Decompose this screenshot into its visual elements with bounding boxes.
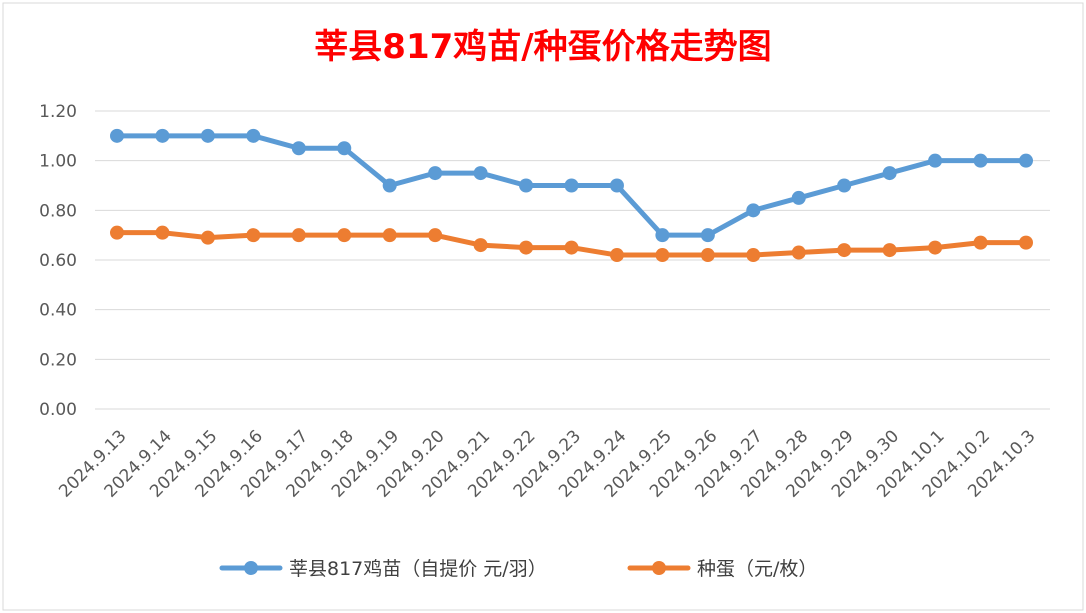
data-point — [337, 228, 352, 243]
y-axis-ticks: 0.00 0.20 0.40 0.60 0.80 1.00 1.20 — [39, 102, 77, 420]
data-point — [928, 153, 943, 168]
data-point — [791, 190, 806, 205]
chart-title: 莘县817鸡苗/种蛋价格走势图 — [314, 27, 771, 67]
data-point — [837, 243, 852, 258]
y-tick-label: 1.00 — [39, 152, 77, 172]
y-tick-label: 0.20 — [39, 350, 77, 370]
legend-swatch-marker — [244, 561, 258, 575]
legend-swatch-marker — [652, 561, 666, 575]
data-point — [382, 228, 397, 243]
y-tick-label: 0.60 — [39, 251, 77, 271]
data-point — [928, 240, 943, 255]
data-point — [746, 203, 761, 218]
data-point — [200, 128, 215, 143]
data-point — [655, 228, 670, 243]
data-point — [473, 166, 488, 181]
data-point — [1019, 153, 1033, 168]
data-point — [973, 153, 988, 168]
data-point — [564, 178, 579, 193]
y-tick-label: 0.00 — [39, 400, 77, 420]
data-point — [564, 240, 579, 255]
data-point — [291, 228, 306, 243]
data-point — [155, 225, 170, 240]
y-tick-label: 1.20 — [39, 102, 77, 122]
data-point — [246, 228, 261, 243]
data-point — [882, 243, 897, 258]
data-point — [382, 178, 397, 193]
data-point — [337, 141, 352, 156]
data-point — [655, 248, 670, 263]
y-tick-label: 0.40 — [39, 301, 77, 321]
data-point — [155, 128, 170, 143]
data-point — [428, 166, 443, 181]
data-point — [700, 248, 715, 263]
data-point — [837, 178, 852, 193]
data-point — [473, 238, 488, 253]
series-0 — [110, 128, 1033, 243]
data-point — [791, 245, 806, 260]
data-point — [519, 178, 534, 193]
data-point — [700, 228, 715, 243]
data-point — [519, 240, 534, 255]
data-point — [973, 235, 988, 250]
data-point — [1019, 235, 1033, 250]
legend-label: 种蛋（元/枚） — [697, 558, 817, 580]
grid-lines — [95, 110, 1050, 410]
data-point — [746, 248, 761, 263]
data-point — [246, 128, 261, 143]
series-1 — [110, 225, 1033, 263]
data-point — [428, 228, 443, 243]
data-point — [882, 166, 897, 181]
data-point — [200, 230, 215, 245]
data-point — [609, 178, 624, 193]
y-tick-label: 0.80 — [39, 201, 77, 221]
data-point — [291, 141, 306, 156]
data-point — [609, 248, 624, 263]
legend-label: 莘县817鸡苗（自提价 元/羽） — [289, 558, 547, 580]
data-point — [110, 225, 124, 240]
legend: 莘县817鸡苗（自提价 元/羽） 种蛋（元/枚） — [219, 558, 817, 580]
series-layer — [110, 128, 1033, 263]
data-point — [110, 128, 124, 143]
